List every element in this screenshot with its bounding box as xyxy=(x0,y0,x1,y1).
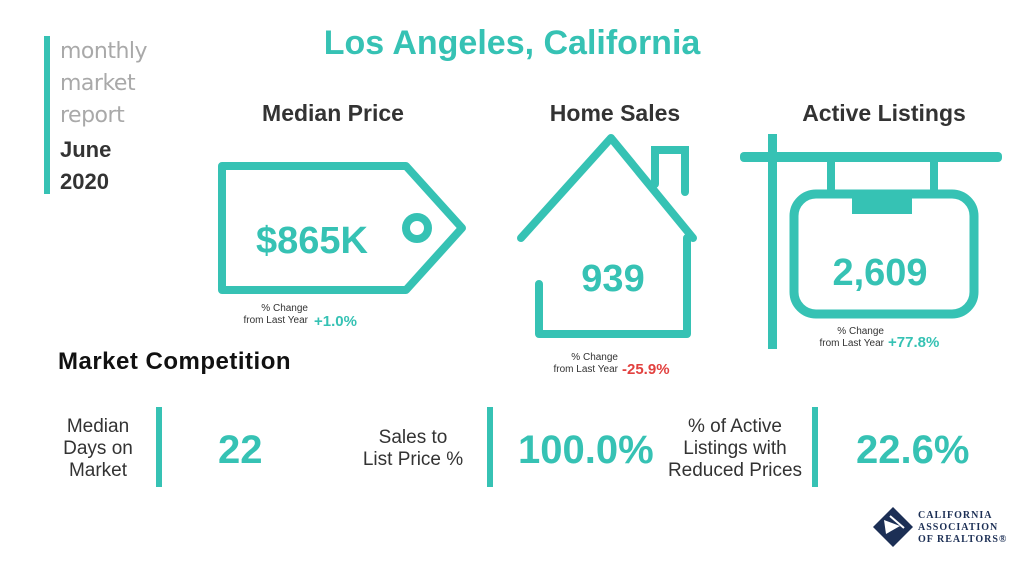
median-price-value: $865K xyxy=(256,220,368,262)
active-listings-change: +77.8% xyxy=(888,334,940,351)
median-price-change-label: % Change from Last Year xyxy=(243,303,308,326)
report-accent-bar xyxy=(44,36,50,194)
report-month: June xyxy=(60,137,112,162)
median-days-divider xyxy=(156,407,162,487)
reduced-prices-value: 22.6% xyxy=(856,428,970,472)
sales-to-list-divider xyxy=(487,407,493,487)
active-listings-heading: Active Listings xyxy=(802,100,966,126)
price-tag-icon xyxy=(218,162,466,294)
report-word-market: market xyxy=(60,71,136,96)
median-days-label: Median Days on Market xyxy=(63,416,133,481)
median-days-value: 22 xyxy=(218,428,263,472)
active-listings-change-label: % Change from Last Year xyxy=(819,326,884,349)
report-year: 2020 xyxy=(60,169,109,194)
sales-to-list-value: 100.0% xyxy=(518,428,654,472)
report-word-monthly: monthly xyxy=(60,39,148,64)
home-sales-change: -25.9% xyxy=(622,361,670,378)
reduced-prices-divider xyxy=(812,407,818,487)
median-price-change: +1.0% xyxy=(314,313,357,330)
house-icon xyxy=(517,134,697,338)
home-sales-heading: Home Sales xyxy=(549,100,681,126)
page-title: Los Angeles, California xyxy=(323,24,701,62)
report-word-report: report xyxy=(60,103,125,128)
car-logo-text: CALIFORNIA ASSOCIATION OF REALTORS® xyxy=(918,510,1008,545)
market-competition-heading: Market Competition xyxy=(58,348,292,375)
listing-sign-icon xyxy=(740,134,1002,349)
active-listings-value: 2,609 xyxy=(832,252,928,294)
car-logo-icon xyxy=(873,507,913,547)
reduced-prices-label: % of Active Listings with Reduced Prices xyxy=(667,416,803,481)
median-price-heading: Median Price xyxy=(262,100,404,126)
home-sales-value: 939 xyxy=(581,258,645,300)
home-sales-change-label: % Change from Last Year xyxy=(553,352,618,375)
sales-to-list-label: Sales to List Price % xyxy=(362,427,464,470)
